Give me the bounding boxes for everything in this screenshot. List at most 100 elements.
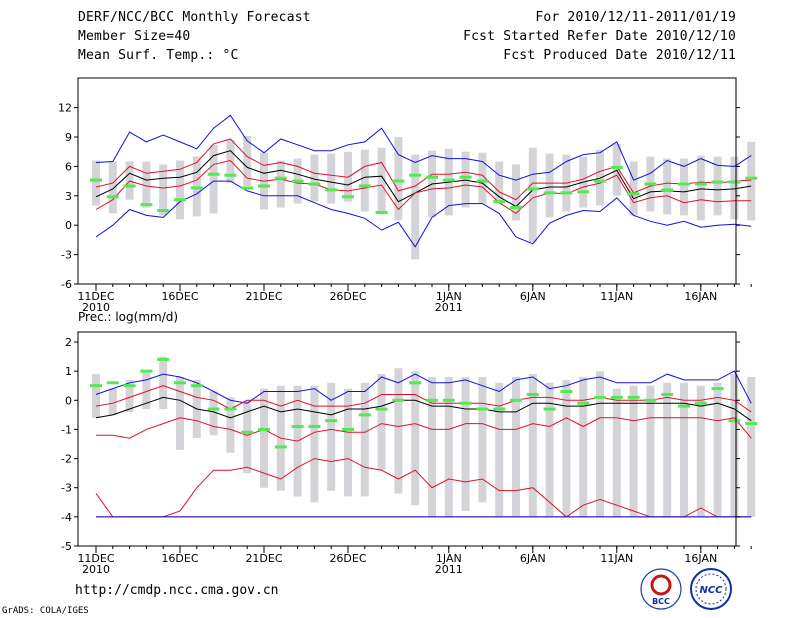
x-tick-label: 11DEC — [77, 290, 114, 303]
x-tick-year: 2010 — [82, 301, 110, 314]
obs-marker — [442, 178, 455, 182]
obs-marker — [190, 384, 203, 388]
obs-marker — [543, 407, 556, 411]
title-line3: Mean Surf. Temp.: °C — [78, 48, 239, 63]
y-tick-label: -6 — [61, 278, 72, 291]
obs-marker — [728, 180, 741, 184]
range-box — [310, 154, 319, 202]
obs-marker — [543, 191, 556, 195]
obs-marker — [694, 401, 707, 405]
obs-marker — [325, 188, 338, 192]
obs-marker — [291, 179, 304, 183]
x-tick-label: 11JAN — [600, 290, 633, 303]
obs-marker — [358, 184, 371, 188]
range-box — [142, 371, 151, 410]
range-box — [108, 388, 117, 415]
range-box — [495, 161, 504, 204]
obs-marker — [375, 407, 388, 411]
ncc-logo-text: NCC — [699, 585, 723, 596]
series-outer-upper — [95, 370, 752, 404]
obs-marker — [308, 425, 321, 429]
obs-marker — [409, 173, 422, 177]
plot-frame — [77, 77, 737, 285]
series-mean — [95, 150, 752, 208]
x-tick-year: 2011 — [435, 563, 463, 576]
obs-marker — [409, 381, 422, 385]
series-inner-lower — [95, 159, 752, 215]
x-tick-label: 1JAN — [436, 552, 462, 565]
plot-frame — [77, 331, 737, 547]
range-box — [646, 385, 655, 517]
range-box — [696, 385, 705, 517]
range-box — [108, 161, 117, 214]
x-tick-label: 16DEC — [161, 552, 198, 565]
range-box — [243, 400, 252, 474]
range-box — [713, 156, 722, 216]
x-tick-label: 11DEC — [77, 552, 114, 565]
y-tick-label: 3 — [65, 190, 72, 203]
range-box — [629, 385, 638, 517]
obs-marker — [526, 187, 539, 191]
range-box — [125, 379, 134, 412]
obs-marker — [560, 191, 573, 195]
obs-marker — [274, 176, 287, 180]
range-box — [260, 388, 268, 488]
y-tick-label: -4 — [61, 511, 72, 524]
obs-marker — [745, 176, 758, 180]
obs-marker — [207, 407, 220, 411]
obs-marker — [627, 192, 640, 196]
obs-marker — [510, 398, 522, 402]
y-tick-label: 6 — [65, 160, 72, 173]
range-box — [680, 158, 688, 216]
range-box — [478, 152, 487, 204]
range-box — [209, 144, 218, 214]
obs-marker — [661, 392, 674, 396]
obs-marker — [610, 165, 623, 169]
obs-marker — [392, 398, 405, 402]
y-tick-label: 0 — [65, 219, 72, 232]
range-box — [377, 374, 386, 471]
precip-title: Prec.: log(mm/d) — [78, 310, 178, 324]
range-box — [428, 376, 436, 517]
range-box — [276, 160, 285, 208]
obs-marker — [728, 419, 741, 423]
x-tick-label: 26DEC — [329, 552, 366, 565]
range-box — [579, 376, 588, 517]
range-box — [360, 149, 369, 212]
obs-marker — [678, 404, 690, 408]
y-tick-label: 1 — [65, 365, 72, 378]
obs-marker — [426, 398, 438, 402]
y-tick-label: 2 — [65, 336, 72, 349]
y-tick-label: -3 — [61, 249, 72, 262]
range-box — [394, 368, 403, 494]
y-tick-label: -3 — [61, 482, 72, 495]
range-box — [411, 371, 420, 506]
x-tick-year: 2010 — [82, 563, 110, 576]
ncc-logo: NCC — [690, 568, 732, 610]
x-tick-label: 21DEC — [245, 290, 282, 303]
obs-marker — [711, 387, 724, 391]
obs-marker — [493, 407, 506, 411]
y-tick-label: 9 — [65, 131, 72, 144]
source-url[interactable]: http://cmdp.ncc.cma.gov.cn — [75, 583, 279, 598]
series-outer-lower-mid — [96, 458, 752, 518]
obs-marker — [644, 182, 657, 186]
range-box — [612, 388, 621, 517]
range-box — [176, 376, 184, 450]
obs-marker — [594, 395, 606, 399]
range-box — [730, 156, 739, 220]
range-box — [528, 374, 537, 517]
range-box — [545, 382, 554, 517]
range-box — [377, 147, 386, 212]
series-inner-upper — [95, 385, 752, 413]
series-inner-lower — [96, 417, 752, 442]
obs-marker — [476, 407, 489, 411]
obs-marker — [694, 182, 707, 186]
grads-credit: GrADS: COLA/IGES — [2, 606, 89, 616]
range-box — [209, 391, 218, 436]
range-box — [344, 388, 352, 497]
range-box — [92, 160, 100, 206]
